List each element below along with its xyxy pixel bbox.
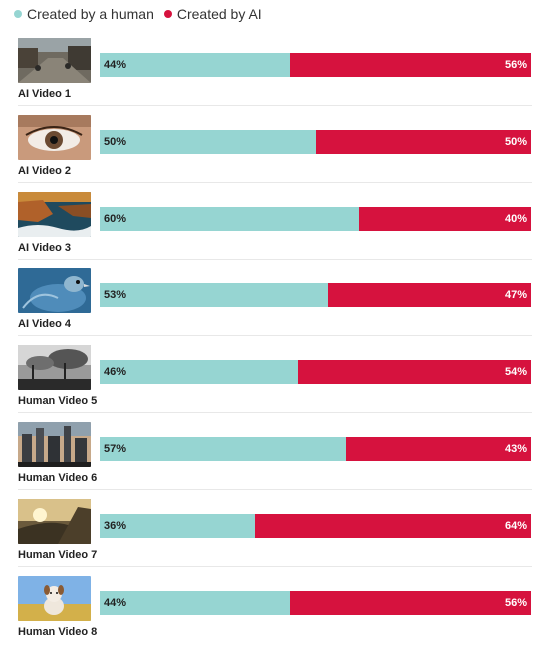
bar-segment-human: 46%	[100, 360, 299, 385]
stacked-bar: 60% 40%	[100, 206, 531, 231]
video-thumbnail-6	[18, 422, 91, 467]
bar-segment-human: 57%	[100, 437, 346, 461]
bar-segment-ai: 43%	[345, 437, 531, 461]
data-label-human: 44%	[104, 59, 127, 71]
data-label-ai: 40%	[504, 212, 527, 225]
chart-row: Human Video 5 46% 54%	[18, 345, 532, 422]
row-divider	[18, 335, 532, 337]
chart-row: AI Video 3 60% 40%	[18, 191, 532, 269]
bar-segment-ai: 40%	[358, 206, 531, 231]
data-label-ai: 56%	[504, 596, 527, 609]
stacked-bar: 57% 43%	[100, 437, 531, 461]
data-label-human: 57%	[104, 443, 127, 455]
data-label-human: 46%	[104, 366, 127, 379]
data-label-human: 53%	[104, 289, 127, 302]
row-divider	[18, 181, 532, 183]
video-thumbnail-3	[18, 191, 91, 237]
category-label: Human Video 7	[18, 548, 98, 561]
bar-segment-ai: 47%	[328, 283, 531, 308]
bar-segment-ai: 64%	[255, 513, 531, 538]
stacked-bar: 44% 56%	[100, 590, 531, 615]
bar-segment-ai: 54%	[298, 360, 531, 385]
chart-row: Human Video 7 36% 64%	[18, 498, 532, 576]
data-label-ai: 56%	[504, 59, 527, 71]
data-label-ai: 54%	[504, 366, 527, 379]
data-label-human: 36%	[104, 519, 127, 532]
chart-row: AI Video 4 53% 47%	[18, 268, 532, 345]
legend-item-human: Created by a human	[14, 6, 154, 22]
stacked-bar: 44% 56%	[100, 53, 531, 77]
category-label: Human Video 6	[18, 472, 98, 484]
category-label: AI Video 4	[18, 318, 71, 331]
video-thumbnail-2	[18, 114, 91, 160]
bar-segment-human: 44%	[100, 590, 290, 615]
video-thumbnail-8	[18, 575, 91, 621]
video-thumbnail-5	[18, 345, 91, 391]
video-thumbnail-7	[18, 498, 91, 544]
bar-segment-human: 60%	[100, 206, 359, 231]
data-label-human: 50%	[104, 135, 127, 148]
bar-segment-human: 44%	[100, 53, 290, 77]
video-thumbnail-1	[18, 38, 91, 83]
chart-row: Human Video 8 44% 56%	[18, 575, 532, 653]
row-divider	[18, 412, 532, 414]
legend-label-human: Created by a human	[27, 6, 154, 22]
row-divider	[18, 105, 532, 106]
legend-item-ai: Created by AI	[163, 6, 262, 22]
row-divider	[18, 489, 532, 490]
data-label-ai: 64%	[504, 519, 527, 532]
chart-row: Human Video 6 57% 43%	[18, 422, 532, 499]
bar-segment-human: 50%	[100, 129, 316, 154]
row-divider	[18, 565, 532, 567]
chart-row: AI Video 2 50% 50%	[18, 114, 532, 192]
bar-segment-human: 36%	[100, 513, 256, 538]
category-label: Human Video 8	[18, 625, 98, 638]
bar-segment-ai: 50%	[315, 129, 531, 154]
stacked-bar: 50% 50%	[100, 129, 531, 154]
bar-segment-ai: 56%	[289, 53, 531, 77]
video-thumbnail-4	[18, 268, 91, 314]
chart-row: AI Video 1 44% 56%	[18, 38, 532, 115]
category-label: Human Video 5	[18, 395, 98, 408]
stacked-bar: 46% 54%	[100, 360, 531, 385]
category-label: AI Video 1	[18, 88, 71, 100]
data-label-ai: 50%	[504, 135, 527, 148]
bar-segment-ai: 56%	[289, 590, 531, 615]
data-label-ai: 47%	[504, 289, 527, 302]
bar-segment-human: 53%	[100, 283, 329, 308]
category-label: AI Video 3	[18, 241, 71, 254]
data-label-human: 44%	[104, 596, 127, 609]
row-divider	[18, 258, 532, 260]
stacked-bar: 53% 47%	[100, 283, 531, 308]
legend-swatch-ai	[163, 10, 172, 18]
chart-legend: Created by a human Created by AI	[14, 6, 262, 22]
legend-swatch-human	[14, 10, 22, 18]
data-label-human: 60%	[104, 212, 127, 225]
data-label-ai: 43%	[504, 443, 527, 455]
legend-label-ai: Created by AI	[176, 6, 262, 22]
stacked-bar: 36% 64%	[100, 513, 531, 538]
category-label: AI Video 2	[18, 164, 71, 177]
